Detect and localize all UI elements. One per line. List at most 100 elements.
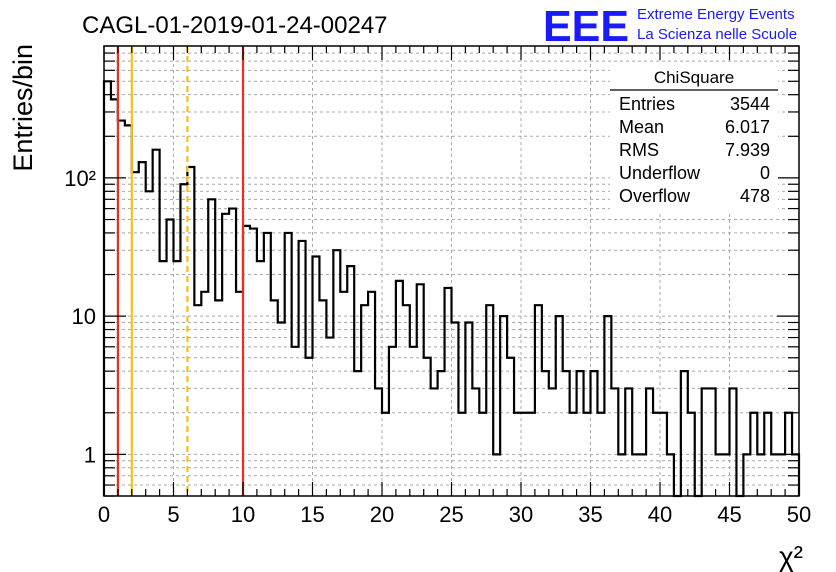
histogram-bin <box>319 300 326 496</box>
x-tick-label: 30 <box>509 502 533 527</box>
histogram-bin <box>208 199 215 496</box>
histogram-bin <box>452 322 459 496</box>
histogram-bin <box>104 81 111 496</box>
stats-label: RMS <box>619 140 659 160</box>
histogram-bin <box>153 150 160 496</box>
histogram-bin <box>146 191 153 496</box>
histogram-bin <box>723 454 730 496</box>
histogram-bin <box>340 292 347 496</box>
histogram-bin <box>563 371 570 496</box>
stats-value: 6.017 <box>725 117 770 137</box>
histogram-bin <box>507 358 514 496</box>
stats-value: 0 <box>760 163 770 183</box>
stats-label: Underflow <box>619 163 701 183</box>
y-tick-label: 1 <box>84 442 96 467</box>
stats-value: 3544 <box>730 94 770 114</box>
histogram-bin <box>632 454 639 496</box>
histogram-bin <box>743 454 750 496</box>
histogram-bin <box>257 261 264 496</box>
eee-logo: EEE Extreme Energy Events La Scienza nel… <box>543 2 797 51</box>
histogram-bin <box>702 388 709 496</box>
histogram-bin <box>667 454 674 496</box>
histogram-bin <box>584 413 591 496</box>
histogram-bin <box>681 371 688 496</box>
histogram-bin <box>354 371 361 496</box>
histogram-bin <box>139 162 146 496</box>
histogram-bin <box>361 305 368 496</box>
stats-label: Mean <box>619 117 664 137</box>
histogram-bin <box>417 284 424 496</box>
histogram-bin <box>639 454 646 496</box>
histogram-bin <box>764 413 771 496</box>
x-tick-label: 0 <box>98 502 110 527</box>
stats-label: Entries <box>619 94 675 114</box>
histogram-bin <box>646 388 653 496</box>
histogram-bin <box>160 261 167 496</box>
histogram-bin <box>410 347 417 496</box>
histogram-bin <box>549 388 556 496</box>
stats-box-background <box>610 62 778 212</box>
axes <box>103 45 800 497</box>
histogram-bin <box>445 288 452 496</box>
reference-lines <box>116 46 245 496</box>
x-tick-label: 45 <box>717 502 741 527</box>
histogram-bin <box>778 454 785 496</box>
histogram-bin <box>215 300 222 496</box>
histogram-bin <box>570 413 577 496</box>
histogram-bin <box>264 233 271 496</box>
x-tick-label: 10 <box>231 502 255 527</box>
histogram-bin <box>465 322 472 496</box>
x-tick-label: 35 <box>578 502 602 527</box>
histogram-bin <box>167 220 174 496</box>
histogram-bin <box>709 388 716 496</box>
histogram-bin <box>528 413 535 496</box>
histogram-bin <box>556 316 563 496</box>
histogram-bin <box>278 322 285 496</box>
y-tick-label: 10² <box>64 166 96 191</box>
y-axis-label: Entries/bin <box>8 44 38 172</box>
histogram-bin <box>347 266 354 496</box>
x-tick-label: 40 <box>648 502 672 527</box>
y-tick-label: 10 <box>72 304 96 329</box>
histogram-bin <box>313 257 320 496</box>
histogram-bin <box>688 413 695 496</box>
histogram-bin <box>618 454 625 496</box>
histogram-bin <box>271 300 278 496</box>
x-tick-label: 15 <box>300 502 324 527</box>
histogram-bin <box>597 413 604 496</box>
histogram-bin <box>653 413 660 496</box>
histogram-bin <box>299 241 306 496</box>
histogram-bin <box>577 371 584 496</box>
histogram-bin <box>500 316 507 496</box>
histogram-bin <box>201 292 208 496</box>
logo-line-2: La Scienza nelle Scuole <box>637 26 797 43</box>
histogram-bin <box>375 388 382 496</box>
histogram-bin <box>438 371 445 496</box>
histogram-bin <box>486 305 493 496</box>
histogram-bin <box>431 388 438 496</box>
histogram-bin <box>542 371 549 496</box>
histogram-bin <box>716 454 723 496</box>
histogram-bin <box>604 316 611 496</box>
stats-label: Overflow <box>619 186 691 206</box>
histogram-bin <box>472 388 479 496</box>
histogram-bin <box>514 413 521 496</box>
x-tick-label: 20 <box>370 502 394 527</box>
logo-line-1: Extreme Energy Events <box>637 6 795 23</box>
histogram-bin <box>389 347 396 496</box>
x-tick-label: 5 <box>167 502 179 527</box>
logo-mark: EEE <box>543 2 629 51</box>
histogram-bin <box>611 388 618 496</box>
histogram-bin <box>521 413 528 496</box>
histogram-bin <box>458 413 465 496</box>
histogram-bin <box>493 454 500 496</box>
chart-title: CAGL-01-2019-01-24-00247 <box>82 12 388 39</box>
histogram-bin <box>424 358 431 496</box>
tick-labels: 0 5 10 15 20 25 30 35 40 45 50 1 10 10² <box>64 166 811 527</box>
histogram-bin <box>535 305 542 496</box>
stats-value: 478 <box>740 186 770 206</box>
histogram-bin <box>625 388 632 496</box>
histogram-bin <box>250 229 257 496</box>
histogram-bin <box>326 338 333 496</box>
